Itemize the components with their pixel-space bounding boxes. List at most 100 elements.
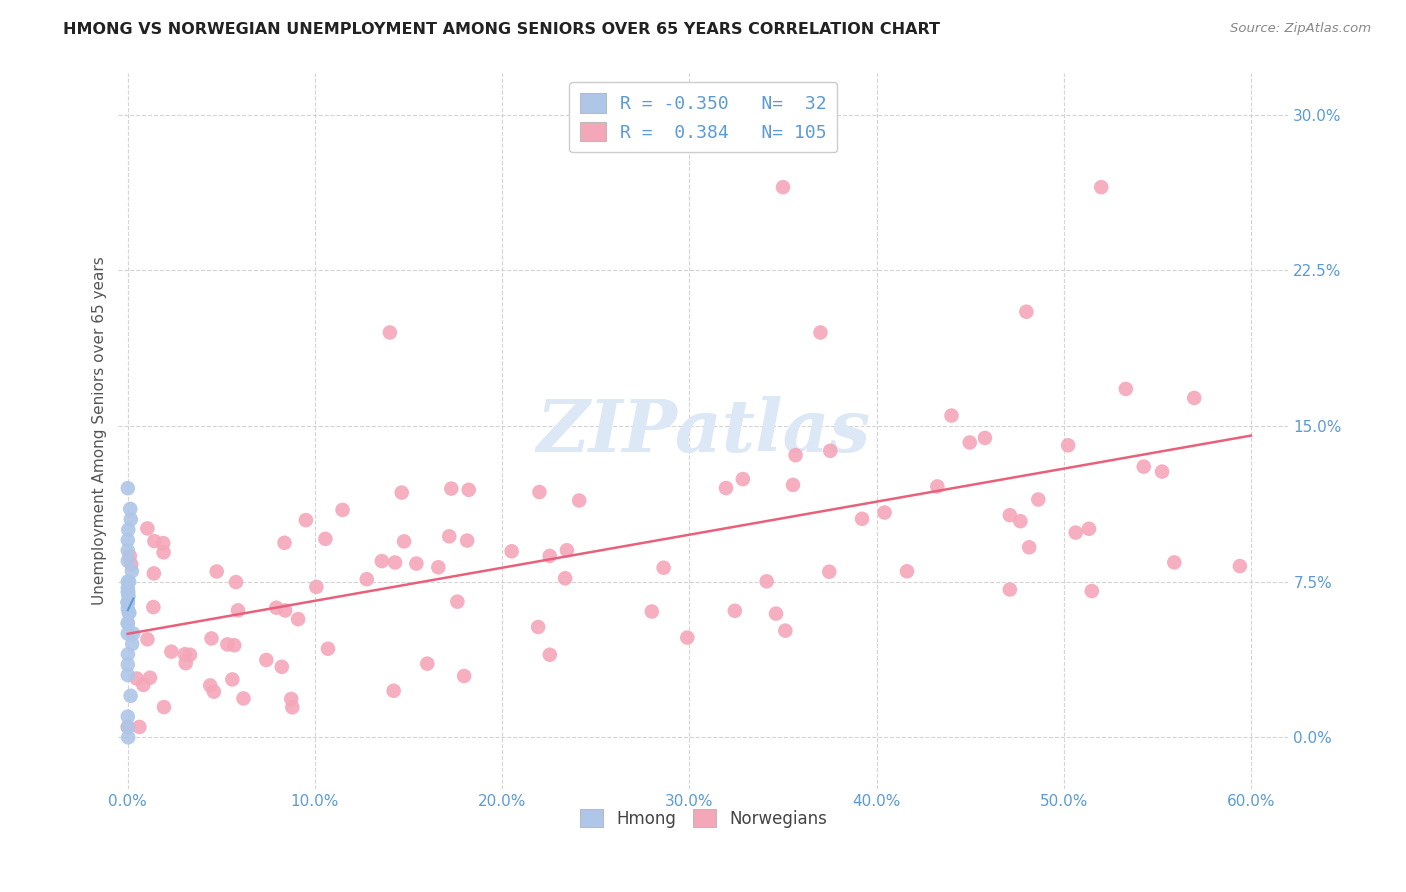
Point (416, 657, 439, 671)
Point (775, 624, 797, 638)
Point (782, 478, 804, 492)
Point (117, 595, 139, 609)
Point (117, 720, 139, 734)
Point (139, 671, 162, 685)
Point (820, 443, 842, 458)
Point (226, 603, 249, 617)
Point (117, 709, 139, 723)
Point (117, 581, 139, 595)
Point (392, 534, 415, 549)
Text: HMONG VS NORWEGIAN UNEMPLOYMENT AMONG SENIORS OVER 65 YEARS CORRELATION CHART: HMONG VS NORWEGIAN UNEMPLOYMENT AMONG SE… (63, 22, 941, 37)
Point (117, 595, 139, 609)
Point (121, 564, 143, 578)
Point (959, 435, 981, 450)
Point (1132, 459, 1154, 474)
Point (1026, 492, 1049, 507)
Point (529, 485, 551, 500)
Point (1090, 180, 1112, 194)
Point (287, 612, 309, 626)
Point (1078, 522, 1101, 536)
Point (1015, 304, 1038, 318)
Point (273, 536, 295, 550)
Point (118, 574, 141, 589)
Point (427, 560, 450, 574)
Point (266, 600, 288, 615)
Point (117, 533, 139, 547)
Point (179, 648, 201, 662)
Point (974, 431, 997, 445)
Point (121, 637, 143, 651)
Point (143, 534, 166, 549)
Point (501, 544, 523, 558)
Point (281, 700, 304, 714)
Point (755, 574, 778, 589)
Point (641, 605, 664, 619)
Point (714, 481, 737, 495)
Point (295, 513, 318, 527)
Point (998, 582, 1021, 597)
Point (1081, 584, 1104, 599)
Point (224, 638, 246, 652)
Text: ZIPatlas: ZIPatlas (536, 395, 870, 467)
Point (652, 560, 675, 574)
Point (128, 720, 150, 734)
Point (568, 493, 591, 508)
Point (851, 512, 873, 526)
Point (538, 549, 561, 563)
Point (1057, 438, 1080, 452)
Point (136, 521, 159, 535)
Point (205, 565, 228, 579)
Point (142, 600, 165, 615)
Legend: Hmong, Norwegians: Hmong, Norwegians (572, 803, 834, 835)
Point (785, 448, 807, 462)
Point (378, 326, 401, 340)
Point (117, 657, 139, 672)
Point (1163, 556, 1185, 570)
Point (200, 632, 222, 646)
Point (453, 669, 475, 683)
Point (1150, 465, 1173, 479)
Point (117, 616, 139, 631)
Point (120, 558, 142, 572)
Point (117, 481, 139, 495)
Point (554, 571, 576, 585)
Point (225, 575, 247, 590)
Point (810, 326, 832, 340)
Point (217, 637, 239, 651)
Point (305, 580, 328, 594)
Point (118, 606, 141, 620)
Point (221, 673, 243, 687)
Point (941, 409, 963, 423)
Point (117, 574, 139, 589)
Point (731, 472, 754, 486)
Point (117, 554, 139, 568)
Point (316, 641, 339, 656)
Point (382, 683, 405, 698)
Point (152, 536, 174, 550)
Point (125, 672, 148, 686)
Point (765, 607, 787, 621)
Point (998, 508, 1021, 523)
Point (457, 483, 479, 497)
Point (818, 565, 841, 579)
Point (117, 647, 139, 661)
Text: Source: ZipAtlas.com: Source: ZipAtlas.com (1230, 22, 1371, 36)
Point (538, 648, 561, 662)
Point (371, 554, 394, 568)
Point (446, 594, 468, 608)
Point (117, 720, 139, 734)
Point (896, 564, 918, 578)
Point (202, 684, 225, 698)
Point (1064, 525, 1087, 540)
Point (772, 180, 794, 194)
Point (439, 529, 461, 543)
Point (136, 632, 159, 647)
Point (332, 503, 354, 517)
Point (120, 502, 142, 516)
Point (117, 543, 139, 558)
Point (676, 631, 699, 645)
Point (456, 533, 478, 548)
Point (117, 731, 139, 745)
Point (173, 647, 195, 661)
Point (1010, 514, 1032, 528)
